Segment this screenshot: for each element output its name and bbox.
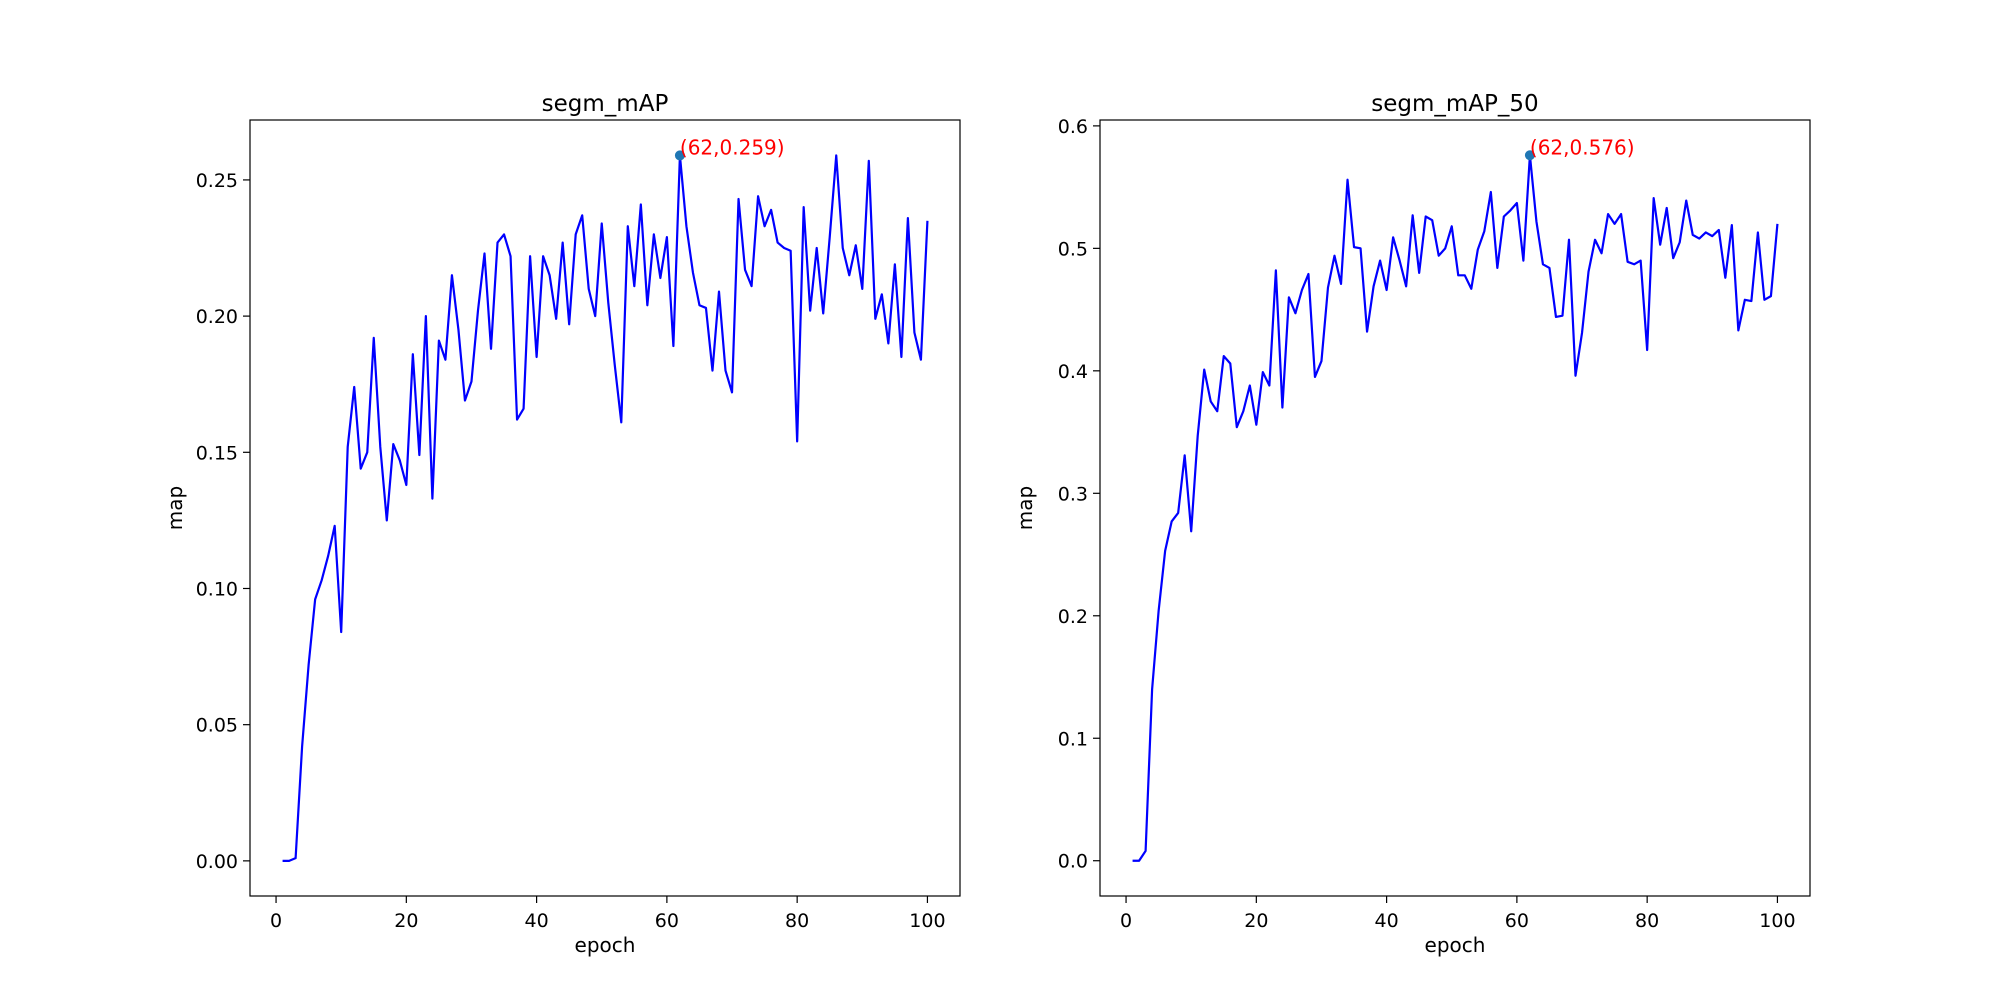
chart-1-peak-annotation: (62,0.576): [1530, 135, 1635, 159]
chart-1-y-axis-label: map: [1013, 486, 1037, 530]
chart-1-x-tick-label: 0: [1120, 910, 1132, 932]
chart-1-y-tick-label: 0.4: [1058, 361, 1088, 383]
chart-0-x-tick-label: 20: [394, 910, 418, 932]
chart-1-peak-marker: [1524, 150, 1535, 161]
chart-0-y-tick-label: 0.05: [196, 715, 238, 737]
chart-1-x-tick-label: 60: [1505, 910, 1529, 932]
chart-0-x-tick-label: 40: [525, 910, 549, 932]
chart-1-x-tick-label: 80: [1635, 910, 1659, 932]
chart-0-title: segm_mAP: [542, 91, 669, 117]
chart-0-peak-annotation: (62,0.259): [680, 135, 785, 159]
chart-segm-map: 0 20 40 60 80 100 0.00 0.05 0.10 0.15 0.20 0.25 segm…: [163, 91, 961, 957]
chart-1-x-tick-label: 40: [1375, 910, 1399, 932]
chart-1-y-tick-label: 0.0: [1058, 851, 1088, 873]
chart-1-x-tick-label: 20: [1244, 910, 1268, 932]
chart-0-y-tick-label: 0.25: [196, 170, 238, 192]
chart-0-y-tick-label: 0.15: [196, 442, 238, 464]
chart-1-y-tick-label: 0.5: [1058, 238, 1088, 260]
chart-0-y-tick-label: 0.10: [196, 578, 238, 600]
chart-1-y-tick-label: 0.6: [1058, 116, 1088, 138]
chart-1-y-tick-label: 0.3: [1058, 483, 1088, 505]
chart-0-series-line-0: [282, 154, 929, 862]
chart-1-x-tick-label: 100: [1759, 910, 1795, 932]
chart-0-x-tick-label: 60: [655, 910, 679, 932]
chart-1-x-axis-label: epoch: [1425, 933, 1486, 957]
chart-0-y-tick-label: 0.20: [196, 306, 238, 328]
chart-0-x-tick-label: 100: [909, 910, 945, 932]
chart-0-x-tick-label: 0: [270, 910, 282, 932]
chart-0-axes-frame: [249, 119, 961, 897]
chart-segm-map-50: 0 20 40 60 80 100 0.0 0.1 0.2 0.3 0.4 0.5 0.6 segm_mA…: [1013, 91, 1811, 957]
chart-0-y-axis-label: map: [163, 486, 187, 530]
chart-0-x-tick-label: 80: [785, 910, 809, 932]
chart-1-y-tick-label: 0.1: [1058, 728, 1088, 750]
chart-0-x-axis-label: epoch: [575, 933, 636, 957]
chart-1-title: segm_mAP_50: [1371, 91, 1538, 117]
chart-1-axes-frame: [1099, 119, 1811, 897]
chart-1-y-tick-label: 0.2: [1058, 606, 1088, 628]
chart-1-series-line-0: [1132, 154, 1779, 862]
chart-0-peak-marker: [674, 150, 685, 161]
chart-0-y-tick-label: 0.00: [196, 851, 238, 873]
